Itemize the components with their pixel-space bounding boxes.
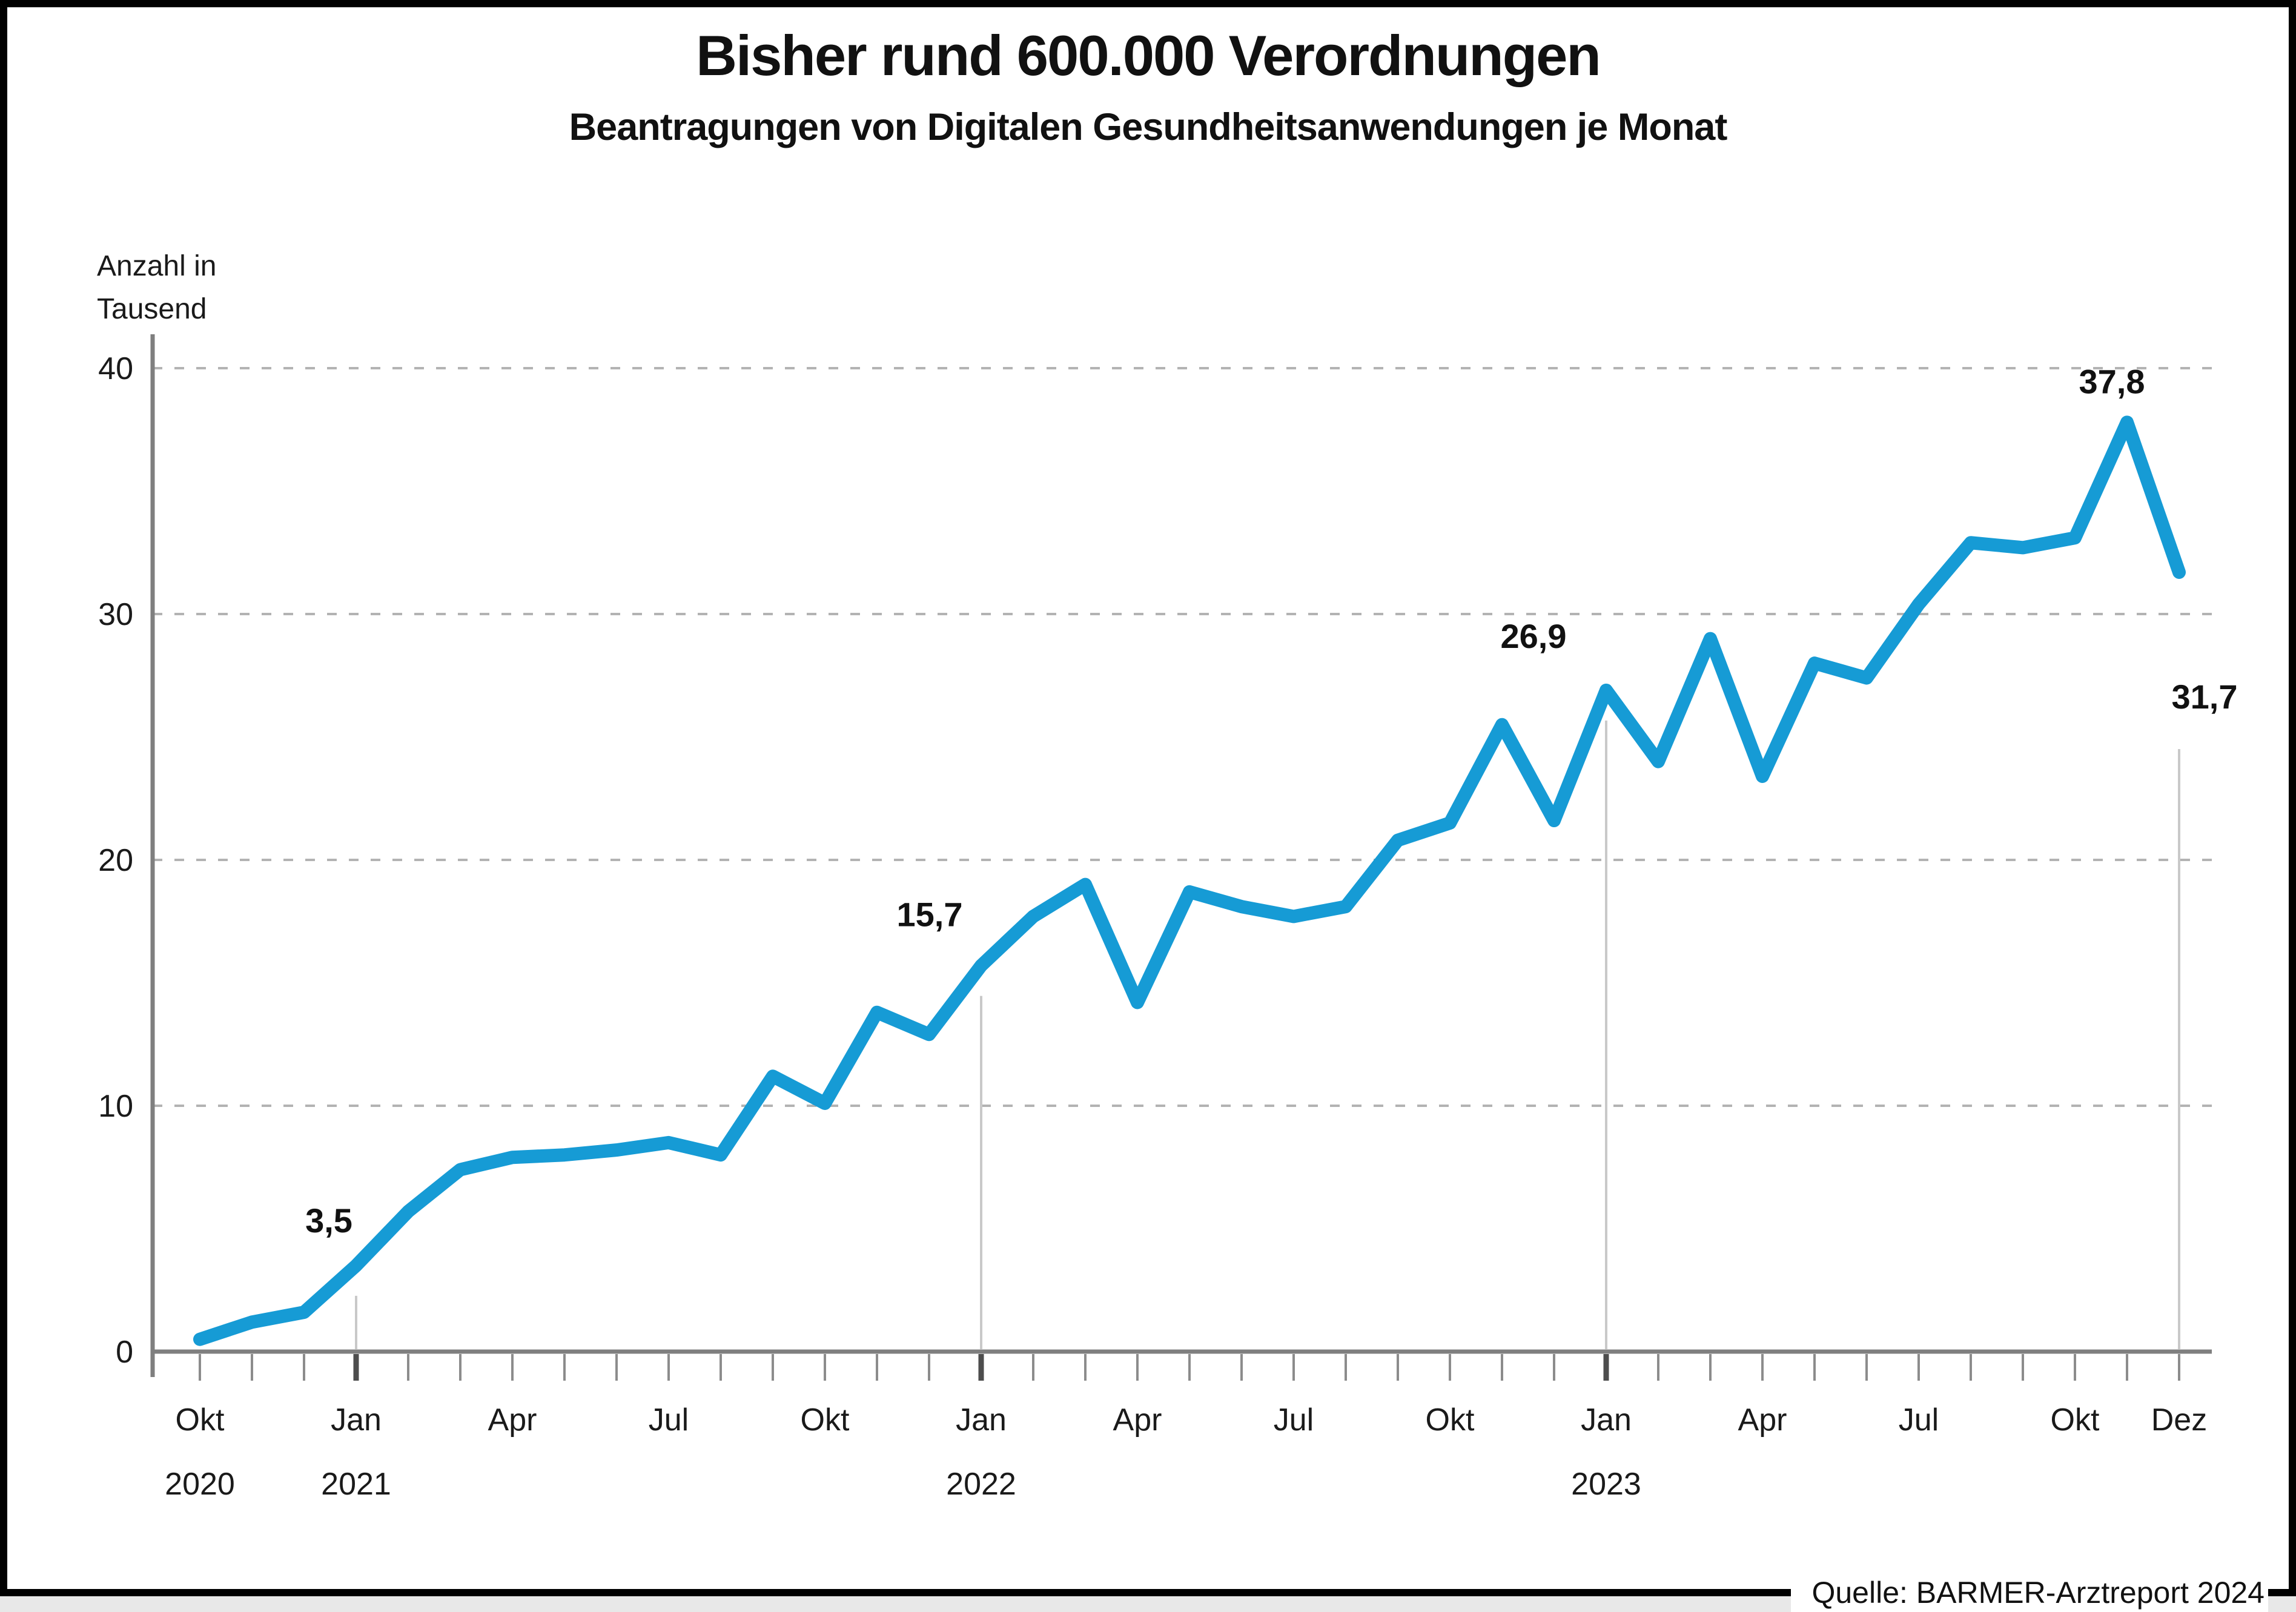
x-tick-label-12: Okt: [801, 1402, 850, 1438]
y-tick-label-0: 0: [116, 1335, 133, 1370]
data-line-beantragungen: [193, 415, 2186, 1346]
y-axis-title-line2: Tausend: [97, 293, 207, 326]
y-axis-title-line1: Anzahl in: [97, 250, 217, 282]
y-tick-label-30: 30: [98, 597, 133, 632]
x-tick-label-15: Jan: [956, 1402, 1007, 1438]
y-tick-label-40: 40: [98, 351, 133, 386]
annotation-15-7: 15,7: [897, 896, 963, 934]
y-axis-title: Anzahl in Tausend: [97, 245, 216, 331]
x-tick-label-18: Apr: [1113, 1402, 1162, 1438]
x-tick-label-21: Jul: [1274, 1402, 1314, 1438]
x-year-label-2023: 2023: [1571, 1467, 1641, 1502]
line-chart-canvas: 0 10 20 30 40 Okt 2020 Jan 2021 Apr Jul Okt Jan 2022 A…: [98, 334, 2238, 1502]
x-tick-label-33: Jul: [1899, 1402, 1939, 1438]
annotation-26-9: 26,9: [1501, 617, 1567, 655]
x-tick-label-3: Jan: [331, 1402, 382, 1438]
x-year-label-2020: 2020: [165, 1467, 235, 1502]
annotation-3-5: 3,5: [305, 1201, 352, 1240]
x-tick-label-30: Apr: [1738, 1402, 1787, 1438]
x-tick-label-38: Dez: [2151, 1402, 2207, 1438]
y-tick-label-20: 20: [98, 843, 133, 878]
x-tick-label-24: Okt: [1426, 1402, 1475, 1438]
x-year-label-2021: 2021: [321, 1467, 391, 1502]
x-tick-label-6: Apr: [488, 1402, 537, 1438]
page-title: Bisher rund 600.000 Verordnungen: [696, 24, 1601, 87]
page-subtitle: Beantragungen von Digitalen Gesundheitsa…: [569, 106, 1728, 148]
annotation-31-7: 31,7: [2172, 678, 2238, 716]
annotation-37-8: 37,8: [2079, 362, 2145, 400]
source-note: Quelle: BARMER-Arztreport 2024: [1791, 1573, 2268, 1612]
x-tick-label-9: Jul: [649, 1402, 689, 1438]
x-tick-label-36: Okt: [2051, 1402, 2100, 1438]
x-year-label-2022: 2022: [946, 1467, 1016, 1502]
x-tick-label-0: Okt: [176, 1402, 225, 1438]
y-tick-label-10: 10: [98, 1089, 133, 1124]
x-tick-label-27: Jan: [1581, 1402, 1632, 1438]
